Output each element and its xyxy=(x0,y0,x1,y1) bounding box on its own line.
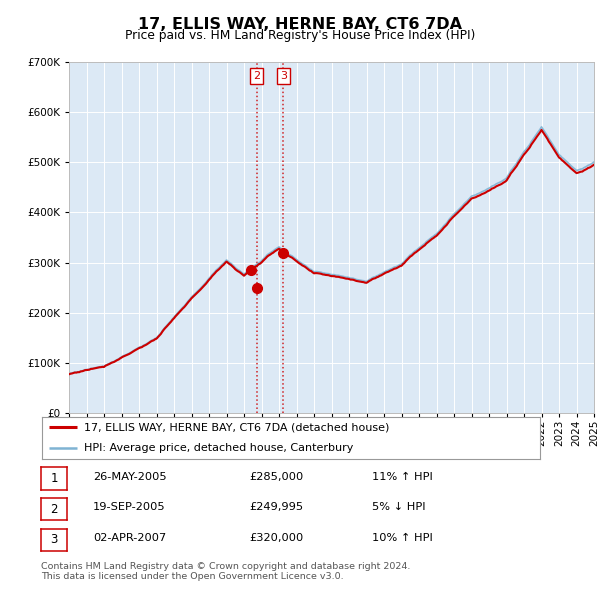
Text: 19-SEP-2005: 19-SEP-2005 xyxy=(93,503,166,512)
Text: HPI: Average price, detached house, Canterbury: HPI: Average price, detached house, Cant… xyxy=(85,444,354,453)
Text: 1: 1 xyxy=(50,472,58,485)
Text: £285,000: £285,000 xyxy=(249,472,303,481)
Text: 17, ELLIS WAY, HERNE BAY, CT6 7DA (detached house): 17, ELLIS WAY, HERNE BAY, CT6 7DA (detac… xyxy=(85,422,390,432)
Text: 2: 2 xyxy=(50,503,58,516)
Text: 3: 3 xyxy=(280,71,287,81)
Text: £249,995: £249,995 xyxy=(249,503,303,512)
Text: 5% ↓ HPI: 5% ↓ HPI xyxy=(372,503,425,512)
Text: 26-MAY-2005: 26-MAY-2005 xyxy=(93,472,167,481)
Text: 10% ↑ HPI: 10% ↑ HPI xyxy=(372,533,433,543)
Text: 11% ↑ HPI: 11% ↑ HPI xyxy=(372,472,433,481)
Text: 2: 2 xyxy=(253,71,260,81)
Text: Price paid vs. HM Land Registry's House Price Index (HPI): Price paid vs. HM Land Registry's House … xyxy=(125,30,475,42)
Text: 17, ELLIS WAY, HERNE BAY, CT6 7DA: 17, ELLIS WAY, HERNE BAY, CT6 7DA xyxy=(138,17,462,31)
Text: 02-APR-2007: 02-APR-2007 xyxy=(93,533,166,543)
Text: Contains HM Land Registry data © Crown copyright and database right 2024.
This d: Contains HM Land Registry data © Crown c… xyxy=(41,562,411,581)
Text: £320,000: £320,000 xyxy=(249,533,303,543)
Text: 3: 3 xyxy=(50,533,58,546)
